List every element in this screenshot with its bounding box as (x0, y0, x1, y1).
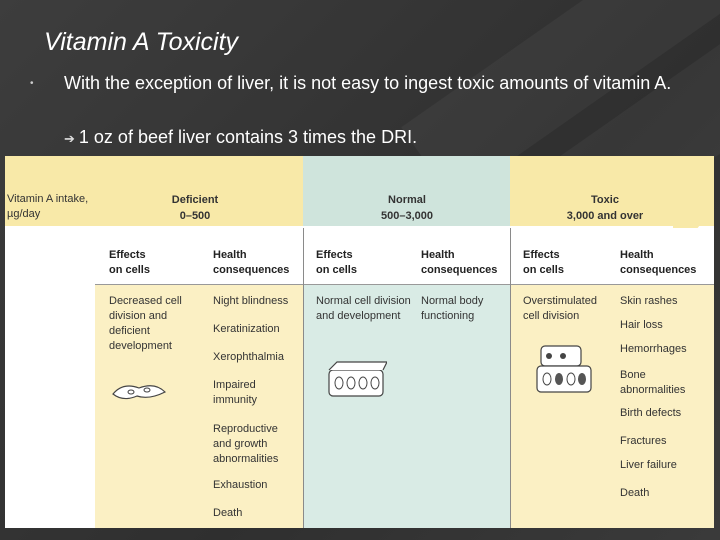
col-header-line: Effects (316, 249, 353, 261)
divider (510, 228, 511, 528)
overstimulated-cells-icon (536, 345, 592, 393)
toxic-consequence: Hemorrhages (620, 343, 687, 355)
toxic-cell-effects: Overstimulated cell division (523, 295, 597, 322)
deficient-consequence: Exhaustion (213, 479, 268, 491)
deficient-subheader (95, 228, 303, 284)
normal-cells-icon (328, 361, 387, 397)
toxic-consequence: Bone abnormalities (620, 369, 686, 396)
bullet-sub-text: 1 oz of beef liver contains 3 times the … (78, 127, 418, 147)
deficient-cell-effects: Decreased cell division and deficient de… (109, 295, 182, 352)
slide-title: Vitamin A Toxicity (44, 28, 239, 56)
health-header: Health consequences (213, 248, 289, 278)
toxic-consequence: Skin rashes (620, 295, 678, 307)
divider (95, 284, 714, 285)
vitamin-a-intake-figure: Vitamin A intake, µg/day Deficient 0–500… (5, 156, 714, 528)
intake-label: Vitamin A intake, µg/day (7, 192, 88, 222)
normal-body (303, 284, 510, 528)
effects-header: Effects on cells (109, 248, 150, 278)
deficient-band (5, 156, 303, 226)
range-value: 3,000 and over (566, 210, 644, 222)
flattened-cells-icon (112, 385, 167, 400)
range-toxic: Toxic 3,000 and over (545, 192, 665, 224)
toxic-body (510, 284, 714, 528)
deficient-consequence: Night blindness (213, 295, 289, 307)
health-header: Health consequences (421, 248, 497, 278)
normal-cell-effects: Normal cell division and development (316, 295, 411, 322)
toxic-subheader (510, 228, 714, 284)
normal-consequence: Normal body functioning (421, 295, 484, 322)
bullet-dot-icon: • (30, 78, 34, 89)
deficient-body (95, 284, 303, 528)
col-header-line: Health (421, 249, 455, 261)
normal-subheader (303, 228, 510, 284)
effects-header: Effects on cells (316, 248, 357, 278)
toxic-consequence: Hair loss (620, 319, 663, 331)
deficient-consequence: Reproductive and growth abnormalities (213, 423, 279, 465)
col-header-line: on cells (109, 264, 150, 276)
bullet-sub: ➔ 1 oz of beef liver contains 3 times the… (64, 126, 417, 150)
col-header-line: consequences (421, 264, 498, 276)
toxic-consequence: Birth defects (620, 407, 682, 419)
col-header-line: Effects (523, 249, 560, 261)
range-value: 0–500 (179, 210, 211, 222)
bullet-main-text: With the exception of liver, it is not e… (64, 73, 672, 93)
toxic-consequence: Fractures (620, 435, 667, 447)
range-normal: Normal 500–3,000 (357, 192, 457, 224)
normal-band (303, 156, 510, 226)
intake-label-line2: µg/day (7, 208, 41, 220)
col-header-line: consequences (213, 264, 290, 276)
bullet-main: • With the exception of liver, it is not… (30, 72, 690, 95)
toxic-consequence: Liver failure (620, 459, 677, 471)
range-name: Normal (388, 194, 426, 206)
effects-header: Effects on cells (523, 248, 564, 278)
col-header-line: Health (213, 249, 247, 261)
range-name: Toxic (591, 194, 619, 206)
col-header-line: on cells (316, 264, 357, 276)
intake-label-line1: Vitamin A intake, (7, 193, 89, 205)
deficient-consequence: Keratinization (213, 323, 280, 335)
deficient-consequence: Impaired immunity (213, 379, 258, 406)
deficient-consequence: Xerophthalmia (213, 351, 284, 363)
sub-bullet-arrow-icon: ➔ (64, 131, 75, 146)
col-header-line: Health (620, 249, 654, 261)
col-header-line: on cells (523, 264, 564, 276)
range-deficient: Deficient 0–500 (145, 192, 245, 224)
divider (303, 228, 304, 528)
deficient-consequence: Death (213, 507, 243, 519)
range-name: Deficient (171, 194, 219, 206)
health-header: Health consequences (620, 248, 696, 278)
range-value: 500–3,000 (381, 210, 433, 222)
toxic-consequence: Death (620, 487, 650, 499)
col-header-line: consequences (620, 264, 697, 276)
col-header-line: Effects (109, 249, 146, 261)
